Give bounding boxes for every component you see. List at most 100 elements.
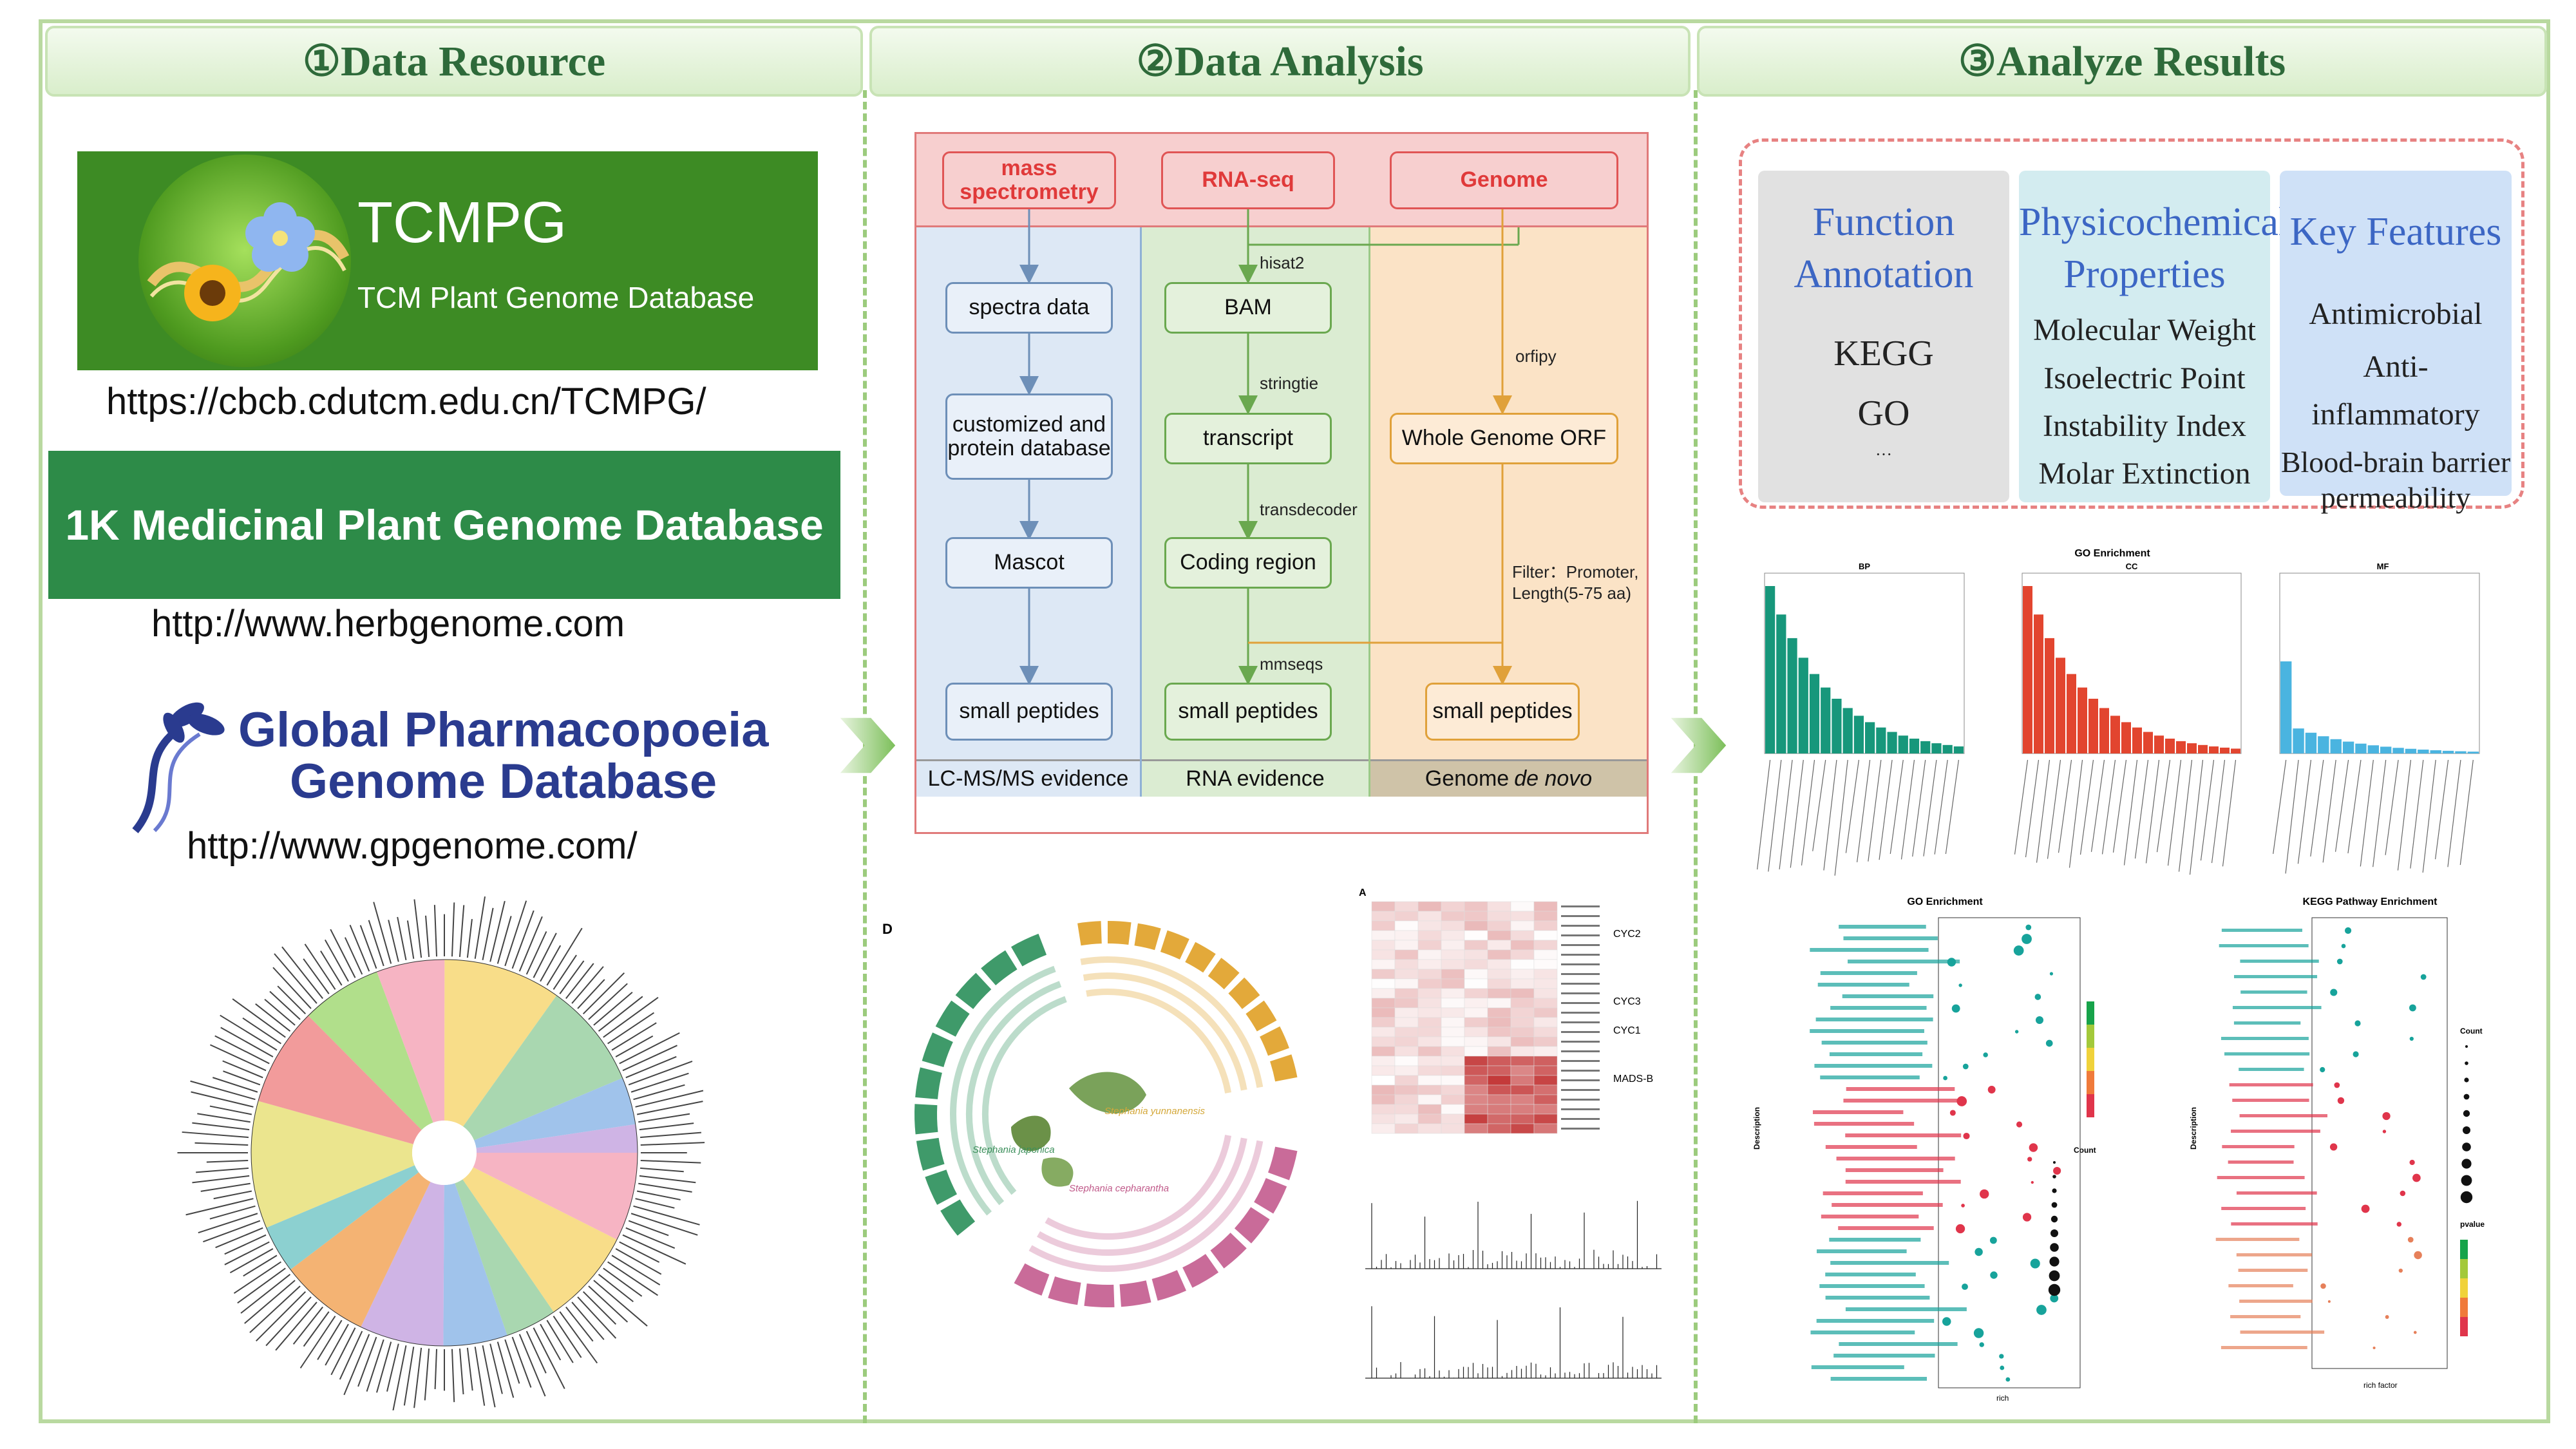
go-enrichment-dot-plot: GO Enrichment Description rich Count (1752, 896, 2096, 1401)
edge-label-length: Length(5-75 aa) (1512, 583, 1632, 603)
leaf-label-tick (451, 902, 455, 957)
heat-cell (1394, 1056, 1419, 1066)
heat-cell (1371, 1007, 1396, 1018)
clade-sector (476, 1124, 638, 1153)
tcmpg-url[interactable]: https://cbcb.cdutcm.edu.cn/TCMPG/ (106, 381, 706, 422)
node-bam[interactable]: BAM (1164, 282, 1332, 334)
go-term-label (2156, 759, 2171, 853)
heat-cell (1533, 930, 1558, 941)
card-key-title: Key Features (2289, 210, 2502, 254)
card-function-annotation: Function Annotation KEGG GO ··· (1758, 171, 2009, 502)
colorbar-step (2087, 1001, 2094, 1025)
go-bar (2318, 736, 2329, 753)
go-term-label (2273, 759, 2287, 854)
pathway-dot (2382, 1112, 2391, 1121)
node-small-peptides-rna[interactable]: small peptides (1164, 683, 1332, 741)
leaf-label-tick (511, 1336, 532, 1388)
chromosome-block (1260, 1026, 1289, 1056)
pathway-dot (2413, 1331, 2417, 1334)
pathway-label (2221, 1207, 2306, 1210)
node-genome[interactable]: Genome (1390, 151, 1618, 209)
heat-cell (1371, 1113, 1396, 1124)
heat-cell (1464, 920, 1488, 931)
edge-label-transdecoder: transdecoder (1260, 500, 1358, 519)
leaf-label-tick (482, 907, 494, 961)
term-dot (1979, 1342, 1984, 1347)
leaf-label-tick (615, 1248, 662, 1275)
tcmpg-logo (138, 155, 351, 367)
node-small-peptides-ms[interactable]: small peptides (945, 683, 1113, 741)
node-custom-db[interactable]: customized and protein database (945, 393, 1113, 480)
leaf-label-tick (504, 900, 527, 967)
heat-cell (1510, 1027, 1535, 1037)
term-dot (1980, 1189, 1989, 1199)
node-small-peptides-genome[interactable]: small peptides (1425, 683, 1580, 741)
leaf-label-tick (413, 899, 422, 958)
term-label (1836, 1157, 1955, 1160)
node-coding-region[interactable]: Coding region (1164, 537, 1332, 589)
pathway-dot (2409, 1036, 2414, 1041)
clade-sector (474, 1077, 636, 1148)
term-dot (1963, 1132, 1970, 1140)
node-mascot[interactable]: Mascot (945, 537, 1113, 589)
node-mass-spectrometry[interactable]: mass spectrometry (942, 151, 1116, 209)
go-bar (2418, 749, 2429, 753)
leaf-label-tick (403, 1347, 415, 1406)
heat-group-label: MADS-B (1613, 1074, 1653, 1084)
leaf-label-tick (526, 1331, 547, 1374)
term-label (1825, 1273, 1916, 1276)
leaf-label-tick (343, 1334, 370, 1396)
heat-cell (1533, 940, 1558, 951)
chevron-right-icon (840, 717, 896, 773)
heat-cell (1441, 949, 1465, 960)
go-bar (2165, 738, 2175, 753)
pathway-label (2229, 1083, 2313, 1086)
chromosome-block (1011, 933, 1047, 967)
term-label (1817, 983, 1909, 987)
card-item: Antimicrobial (2309, 296, 2483, 331)
heat-cell (1417, 1123, 1442, 1134)
chromosome-block (1077, 921, 1102, 946)
go-term-label (2334, 759, 2349, 852)
medicinal-plant-db-banner[interactable]: 1K Medicinal Plant Genome Database (48, 451, 840, 599)
node-spectra-data[interactable]: spectra data (945, 282, 1113, 334)
leaf-label-tick (240, 1274, 291, 1314)
pathway-dot (2409, 1004, 2416, 1012)
go-term-label (2397, 759, 2412, 871)
heat-cell (1417, 930, 1442, 941)
heat-cell (1510, 1075, 1535, 1086)
heat-cell (1417, 1113, 1442, 1124)
clade-sector (258, 1016, 422, 1144)
heat-cell (1533, 1007, 1558, 1018)
go-panel-cc: CC (2126, 562, 2138, 571)
heat-cell (1487, 1065, 1511, 1076)
term-dot (1962, 1283, 1968, 1290)
leaf-label-tick (633, 1084, 685, 1101)
heat-cell (1417, 911, 1442, 922)
term-dot (2025, 924, 2032, 931)
heat-cell (1510, 1123, 1535, 1134)
go-bar (1809, 674, 1820, 753)
go-dot-ylabel: Description (1752, 1107, 1761, 1150)
go-bar (2280, 661, 2292, 753)
pathway-label (2222, 1145, 2295, 1148)
heat-cell (1371, 949, 1396, 960)
gpgenome-url[interactable]: http://www.gpgenome.com/ (187, 825, 638, 867)
heat-cell (1533, 1104, 1558, 1115)
heat-cell (1510, 1036, 1535, 1047)
gpgd-logo-block[interactable]: Global Pharmacopoeia Genome Database (109, 689, 818, 837)
leaf-label-tick (474, 1347, 486, 1406)
size-legend-dot (2051, 1202, 2058, 1208)
heat-cell (1371, 1017, 1396, 1028)
node-whole-genome-orf[interactable]: Whole Genome ORF (1390, 413, 1618, 464)
leaf-label-tick (518, 916, 543, 972)
node-rna-seq[interactable]: RNA-seq (1161, 151, 1335, 209)
leaf-label-tick (553, 1316, 582, 1358)
term-dot (2022, 934, 2032, 944)
leaf-label-tick (571, 1302, 605, 1340)
tcmpg-banner[interactable]: TCMPG TCM Plant Genome Database (77, 151, 818, 370)
go-term-label (1879, 759, 1893, 860)
heat-cell (1394, 930, 1419, 941)
herbgenome-url[interactable]: http://www.herbgenome.com (151, 603, 625, 645)
node-transcript[interactable]: transcript (1164, 413, 1332, 464)
